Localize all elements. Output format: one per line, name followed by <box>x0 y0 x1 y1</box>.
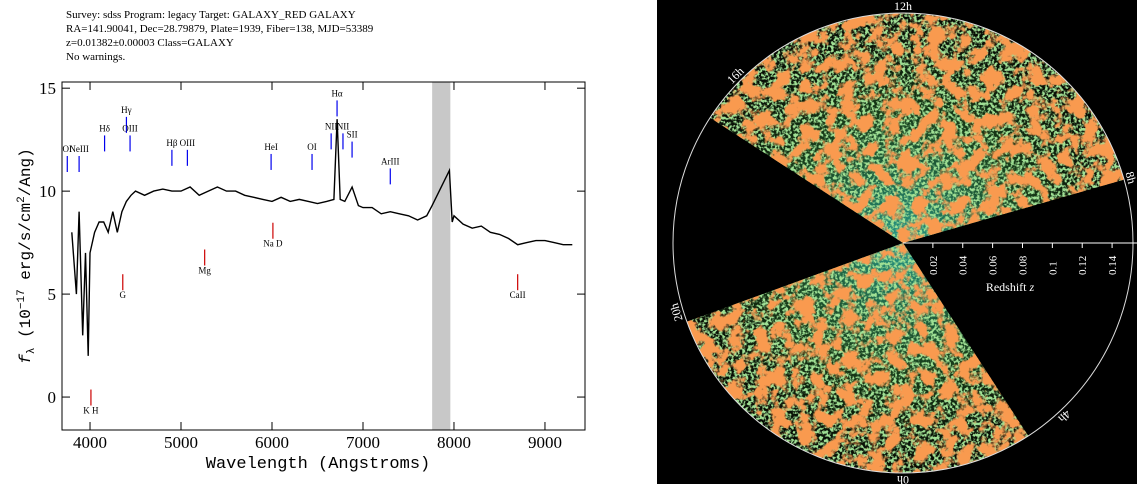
plot-frame <box>61 81 586 431</box>
spectrum-panel: Wavelength (Angstroms) fλ (10−17 erg/s/c… <box>16 9 586 474</box>
r-axis-label: Redshift z <box>986 280 1035 294</box>
r-tick-label: 0.1 <box>1047 261 1059 275</box>
x-tick-label: 9000 <box>528 433 562 452</box>
y-label-part: −17 <box>16 289 28 309</box>
line-label: CaII <box>510 290 526 300</box>
line-label: G <box>120 290 127 300</box>
line-label: Na D <box>263 239 283 249</box>
y-label-part: f <box>17 354 35 364</box>
r-label-part: z <box>1029 280 1035 294</box>
y-tick-label: 0 <box>48 388 57 407</box>
line-label: Hβ <box>166 138 177 148</box>
line-label: OIII <box>180 138 196 148</box>
r-label-part: Redshift <box>986 280 1030 294</box>
header-line: RA=141.90041, Dec=28.79879, Plate=1939, … <box>66 23 374 35</box>
x-tick-label: 4000 <box>73 433 107 452</box>
y-tick-label: 15 <box>39 79 56 98</box>
r-tick-label: 0.04 <box>958 255 970 275</box>
x-tick-label: 7000 <box>346 433 380 452</box>
survey-wedge-texture <box>710 12 1125 243</box>
line-label: Mg <box>198 266 211 276</box>
y-axis-label: fλ (10−17 erg/s/cm2/Ang) <box>16 148 38 363</box>
line-label: OIII <box>122 123 138 133</box>
x-axis-label: Wavelength (Angstroms) <box>206 455 430 474</box>
y-label-part: (10 <box>17 309 35 347</box>
r-tick-label: 0.02 <box>928 256 940 275</box>
r-tick-label: 0.08 <box>1017 255 1029 275</box>
hour-label: 12h <box>894 0 912 13</box>
y-label-part: erg/s/cm <box>17 203 35 289</box>
x-tick-label: 5000 <box>164 433 198 452</box>
r-tick-label: 0.12 <box>1077 256 1089 275</box>
hour-label: 8h <box>1122 170 1137 185</box>
header-line: No warnings. <box>66 51 126 63</box>
line-label: Hγ <box>121 105 131 115</box>
line-label: NII <box>337 121 350 131</box>
line-label: K H <box>83 406 99 416</box>
hour-label: 0h <box>897 473 909 484</box>
spectrum-line <box>71 119 573 356</box>
header-line: Survey: sdss Program: legacy Target: GAL… <box>66 9 356 21</box>
header-line: z=0.01382±0.00003 Class=GALAXY <box>66 37 234 49</box>
y-label-part: /Ang) <box>17 148 35 196</box>
line-label: NeIII <box>69 144 89 154</box>
redshift-map-panel: 0.02 0.04 0.06 0.08 0.1 0.12 0.14 Redshift z 12h… <box>657 0 1137 487</box>
survey-wedge-texture <box>686 243 1029 473</box>
r-tick-label: 0.06 <box>988 255 1000 275</box>
y-label-part: λ <box>26 348 38 355</box>
masked-band <box>432 82 451 430</box>
y-label-part: 2 <box>16 196 28 203</box>
line-label: HeI <box>264 142 278 152</box>
y-tick-label: 5 <box>48 285 57 304</box>
line-label: Hδ <box>99 123 110 133</box>
line-label: OI <box>307 142 317 152</box>
line-label: SII <box>347 130 358 140</box>
line-label: Hα <box>331 88 342 98</box>
line-label: NII <box>325 121 338 131</box>
y-tick-label: 10 <box>39 182 56 201</box>
x-tick-label: 8000 <box>437 433 471 452</box>
r-tick-label: 0.14 <box>1107 255 1119 275</box>
line-label: OI <box>63 144 73 154</box>
line-label: ArIII <box>381 156 400 166</box>
x-tick-label: 6000 <box>255 433 289 452</box>
hour-label: 20h <box>667 302 686 323</box>
